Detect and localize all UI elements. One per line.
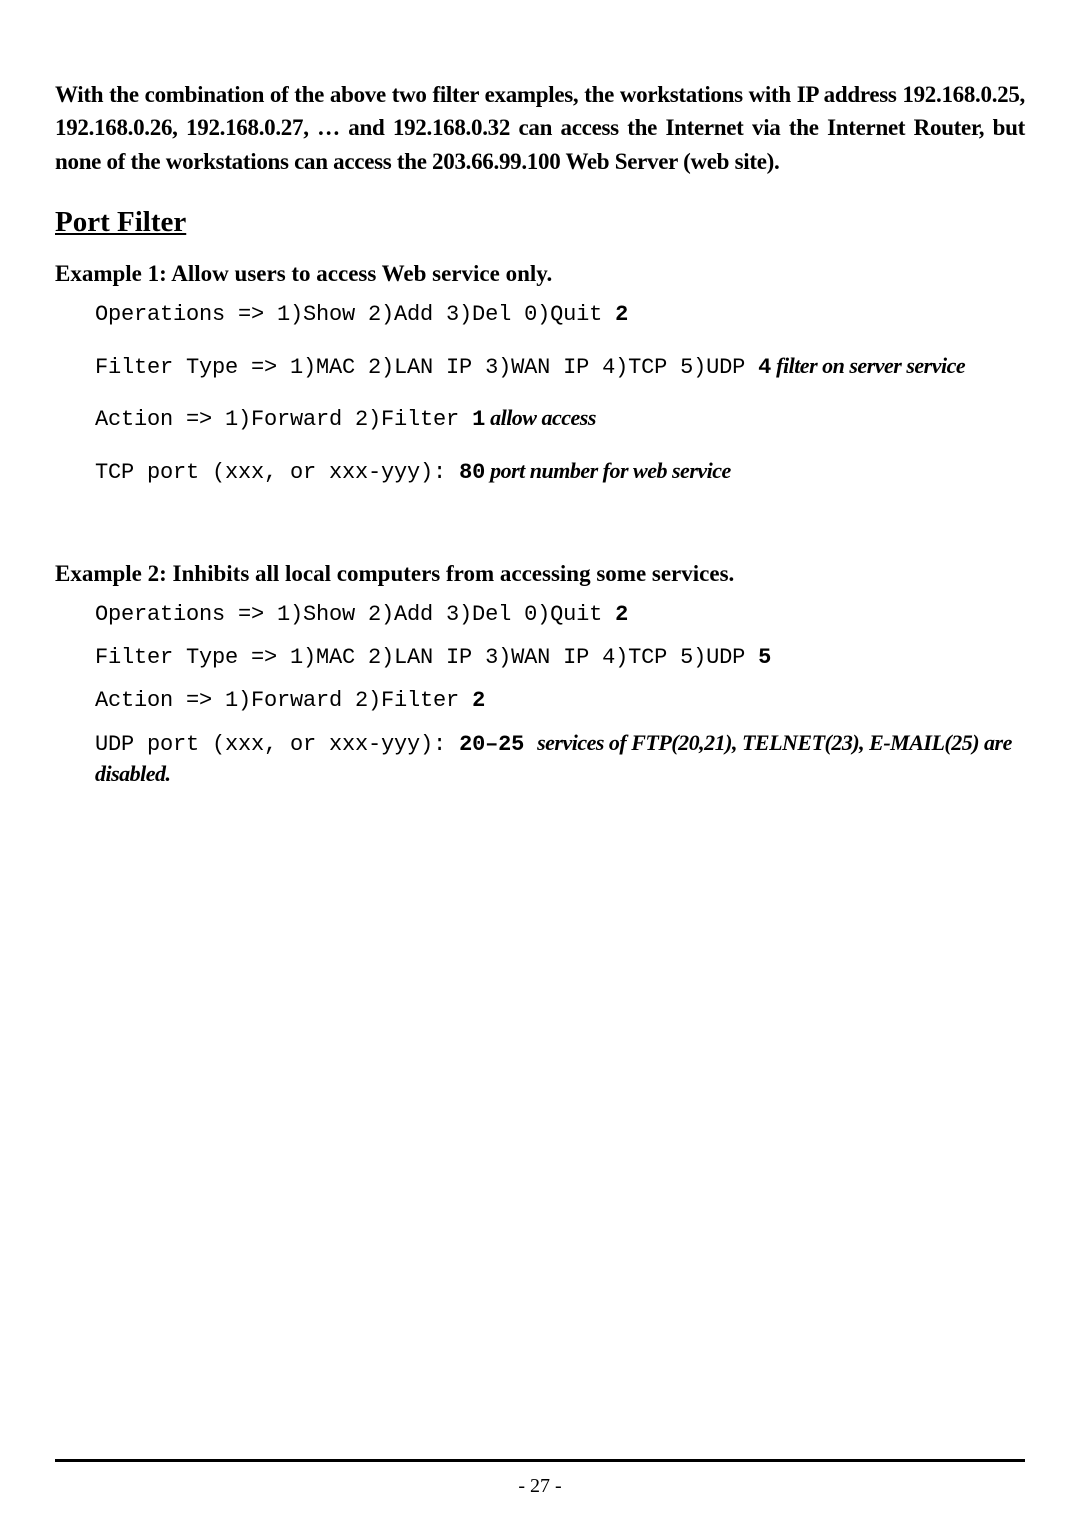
footer-divider <box>55 1459 1025 1462</box>
ex2-line4-prompt: UDP port (xxx, or xxx-yyy): <box>95 732 459 757</box>
ex2-line1-input: 2 <box>615 602 628 627</box>
example2-code: Operations => 1)Show 2)Add 3)Del 0)Quit … <box>55 601 1025 790</box>
ex2-line1: Operations => 1)Show 2)Add 3)Del 0)Quit … <box>95 601 1025 630</box>
ex1-line1-input: 2 <box>615 302 628 327</box>
ex1-line3-prompt: Action => 1)Forward 2)Filter <box>95 407 472 432</box>
ex2-line4-input: 20–25 <box>459 732 537 757</box>
ex1-line3-comment: allow access <box>485 405 596 430</box>
ex1-line4-input: 80 <box>459 460 485 485</box>
ex1-line4-comment: port number for web service <box>485 458 731 483</box>
ex1-line3: Action => 1)Forward 2)Filter 1 allow acc… <box>95 404 1025 435</box>
section-port-filter: Port Filter <box>55 206 1025 239</box>
ex2-line2-input: 5 <box>758 645 771 670</box>
ex2-line2-prompt: Filter Type => 1)MAC 2)LAN IP 3)WAN IP 4… <box>95 645 758 670</box>
page-number: - 27 - <box>0 1475 1080 1498</box>
ex1-line1: Operations => 1)Show 2)Add 3)Del 0)Quit … <box>95 301 1025 330</box>
ex2-line3: Action => 1)Forward 2)Filter 2 <box>95 687 1025 716</box>
ex2-line4: UDP port (xxx, or xxx-yyy): 20–25 servic… <box>95 729 1025 790</box>
example1-code: Operations => 1)Show 2)Add 3)Del 0)Quit … <box>55 301 1025 487</box>
example2-title: Example 2: Inhibits all local computers … <box>55 561 1025 587</box>
ex1-line1-prompt: Operations => 1)Show 2)Add 3)Del 0)Quit <box>95 302 615 327</box>
ex2-line3-prompt: Action => 1)Forward 2)Filter <box>95 688 472 713</box>
ex1-line4-prompt: TCP port (xxx, or xxx-yyy): <box>95 460 459 485</box>
ex1-line2-input: 4 <box>758 355 771 380</box>
ex2-line2: Filter Type => 1)MAC 2)LAN IP 3)WAN IP 4… <box>95 644 1025 673</box>
intro-paragraph: With the combination of the above two fi… <box>55 78 1025 178</box>
ex1-line2-comment: filter on server service <box>771 353 965 378</box>
ex1-line4: TCP port (xxx, or xxx-yyy): 80 port numb… <box>95 457 1025 488</box>
example1-title: Example 1: Allow users to access Web ser… <box>55 261 1025 287</box>
ex1-line2-prompt: Filter Type => 1)MAC 2)LAN IP 3)WAN IP 4… <box>95 355 758 380</box>
ex1-line3-input: 1 <box>472 407 485 432</box>
ex2-line3-input: 2 <box>472 688 485 713</box>
ex2-line1-prompt: Operations => 1)Show 2)Add 3)Del 0)Quit <box>95 602 615 627</box>
ex1-line2: Filter Type => 1)MAC 2)LAN IP 3)WAN IP 4… <box>95 352 1025 383</box>
